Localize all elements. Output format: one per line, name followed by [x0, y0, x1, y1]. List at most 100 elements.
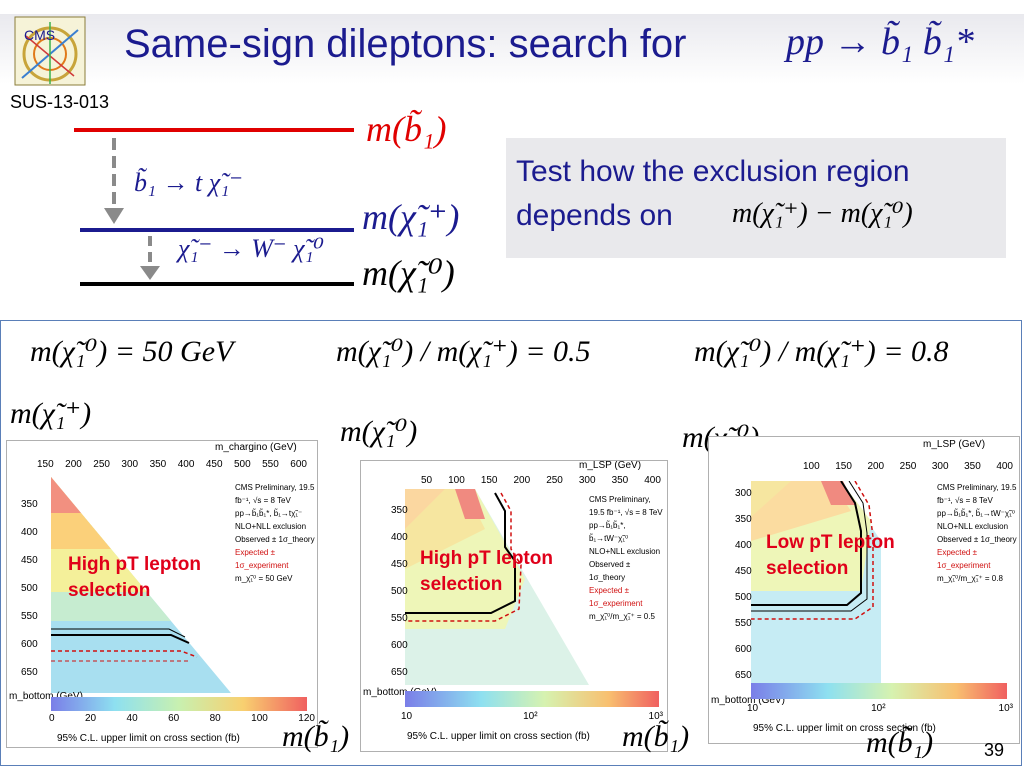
- tick: 150: [835, 461, 852, 472]
- panel-3-heatmap: [751, 481, 931, 691]
- tick: 300: [931, 461, 949, 472]
- panel-3-colorbar-label: 95% C.L. upper limit on cross section (f…: [753, 723, 936, 734]
- tick: 150: [37, 459, 54, 470]
- tick: 10²: [871, 703, 886, 714]
- tick: 350: [21, 499, 38, 510]
- tick: 600: [735, 644, 752, 655]
- tick: 400: [21, 527, 38, 538]
- panel-1-top-axis-title: m_chargino (GeV): [215, 442, 297, 453]
- legend-entry: CMS Preliminary, 19.5 fb⁻¹, √s = 8 TeV: [235, 483, 315, 505]
- panel-1-heatmap: [51, 477, 231, 693]
- tick: 450: [205, 459, 223, 470]
- tick: 10³: [998, 703, 1013, 714]
- level-label-chargino: m(χ̃₁⁺): [362, 197, 460, 237]
- tick: 250: [899, 461, 917, 472]
- panel-3-xaxis-label: m(b̃₁): [866, 726, 934, 759]
- decay-label-2: χ̃₁⁻ → W⁻ χ̃₁⁰: [178, 234, 324, 263]
- panel-1-side-ticks: 350 400 450 500 550 600 650: [21, 491, 38, 687]
- slide-title: Same-sign dileptons: search for: [124, 22, 687, 66]
- tick: 400: [177, 459, 195, 470]
- cms-logo-icon: CMS: [14, 16, 86, 86]
- legend-entry: Observed ± 1σ_theory: [235, 535, 315, 544]
- tick: 450: [21, 555, 38, 566]
- panel-2-side-axis-title: m_bottom (GeV): [363, 687, 437, 698]
- panel-3-colorbar: [751, 683, 1007, 699]
- tick: 350: [391, 505, 408, 516]
- tick: 350: [964, 461, 981, 472]
- mass-spectrum-diagram: [74, 128, 354, 286]
- decay-label-1: b̃₁ → t χ̃₁⁻: [134, 168, 243, 197]
- tick: 550: [391, 613, 408, 624]
- level-label-neutralino: m(χ̃₁⁰): [362, 253, 455, 293]
- panel-2-legend: CMS Preliminary, 19.5 fb⁻¹, √s = 8 TeV p…: [589, 493, 665, 623]
- panel-2-top-ticks: 50 100 150 200 250 300 350 400: [421, 475, 661, 486]
- tick: 80: [209, 713, 221, 724]
- tick: 500: [21, 583, 38, 594]
- panel-1-yaxis-label: m(χ̃₁⁺): [10, 397, 92, 430]
- tick: 500: [233, 459, 251, 470]
- tick: 200: [513, 475, 531, 486]
- legend-entry: Expected ± 1σ_experiment: [589, 586, 643, 608]
- panel-2-colorbar-ticks: 10 10² 10³: [401, 711, 663, 722]
- panel-2-colorbar: [405, 691, 659, 707]
- note-text: Test how the exclusion region depends on: [516, 150, 910, 238]
- condition-2: m(χ̃₁⁰) / m(χ̃₁⁺) = 0.5: [336, 335, 591, 368]
- tick: 400: [735, 540, 752, 551]
- note-box: [506, 138, 1006, 258]
- note-line-1: Test how the exclusion region: [516, 155, 910, 188]
- cms-logo: CMS: [14, 16, 86, 86]
- tick: 300: [578, 475, 596, 486]
- tick: 200: [65, 459, 82, 470]
- tick: 250: [546, 475, 563, 486]
- page-number: 39: [984, 740, 1005, 760]
- tick: 650: [735, 670, 752, 681]
- panel-2-selection-label: High pT lepton selection: [420, 548, 553, 595]
- tick: 10: [747, 703, 759, 714]
- tick: 150: [480, 475, 498, 486]
- tick: 500: [391, 586, 408, 597]
- limit-plot-panel-1: m_chargino (GeV) 150 200 250 300 350 400 450 50…: [6, 440, 318, 748]
- panel-1-side-axis-title: m_bottom (GeV): [9, 691, 83, 702]
- limit-plot-panel-3: m_LSP (GeV) 100 150 200 250 300 350 400 300 350…: [708, 436, 1020, 744]
- legend-entry: Expected ± 1σ_experiment: [235, 548, 289, 570]
- panel-2-heatmap: [405, 489, 589, 685]
- legend-entry: Observed ± 1σ_theory: [589, 560, 631, 582]
- panel-2-side-ticks: 350 400 450 500 550 600 650: [391, 497, 408, 686]
- panel-1-colorbar-label: 95% C.L. upper limit on cross section (f…: [57, 733, 240, 744]
- tick: 350: [611, 475, 629, 486]
- panel-3-top-ticks: 100 150 200 250 300 350 400: [803, 461, 1013, 472]
- tick: 400: [644, 475, 661, 486]
- tick: 350: [735, 514, 752, 525]
- panel-1-top-ticks: 150 200 250 300 350 400 450 500 550 600: [37, 459, 307, 470]
- panel-3-side-ticks: 300 350 400 450 500 550 600 650: [735, 481, 752, 689]
- note-line-2: depends on: [516, 199, 673, 232]
- tick: 550: [735, 618, 752, 629]
- legend-entry: pp→b̃₁b̃₁*, b̃₁→tW⁻χ̃₁⁰ NLO+NLL exclusio…: [937, 509, 1016, 531]
- panel-1-colorbar: [51, 697, 307, 711]
- tick: 550: [262, 459, 279, 470]
- panel-2-xaxis-label: m(b̃₁): [622, 720, 690, 753]
- panel-3-legend: CMS Preliminary, 19.5 fb⁻¹, √s = 8 TeV p…: [937, 481, 1017, 585]
- tick: 100: [448, 475, 465, 486]
- panel-3-colorbar-ticks: 10 10² 10³: [747, 703, 1013, 714]
- tick: 600: [290, 459, 307, 470]
- tick: 650: [21, 667, 38, 678]
- panel-2-colorbar-label: 95% C.L. upper limit on cross section (f…: [407, 731, 590, 742]
- title-process-math: pp → b̃₁ b̃₁*: [786, 21, 974, 63]
- title-bar-background: [0, 14, 1024, 84]
- tick: 550: [21, 611, 38, 622]
- tick: 300: [735, 488, 752, 499]
- limit-plot-panel-2: m_LSP (GeV) 50 100 150 200 250 300 350 400 350 4…: [360, 460, 668, 752]
- title-bar: [0, 0, 1024, 90]
- cms-logo-text: CMS: [24, 27, 55, 43]
- tick: 40: [126, 713, 138, 724]
- tick: 250: [93, 459, 110, 470]
- tick: 20: [84, 713, 97, 724]
- panel-3-side-axis-title: m_bottom (GeV): [711, 695, 785, 706]
- tick: 650: [391, 667, 408, 678]
- tick: 350: [149, 459, 167, 470]
- tick: 450: [391, 559, 408, 570]
- panel-1-xaxis-label: m(b̃₁): [282, 720, 350, 753]
- tick: 0: [49, 713, 55, 724]
- tick: 10²: [523, 711, 538, 722]
